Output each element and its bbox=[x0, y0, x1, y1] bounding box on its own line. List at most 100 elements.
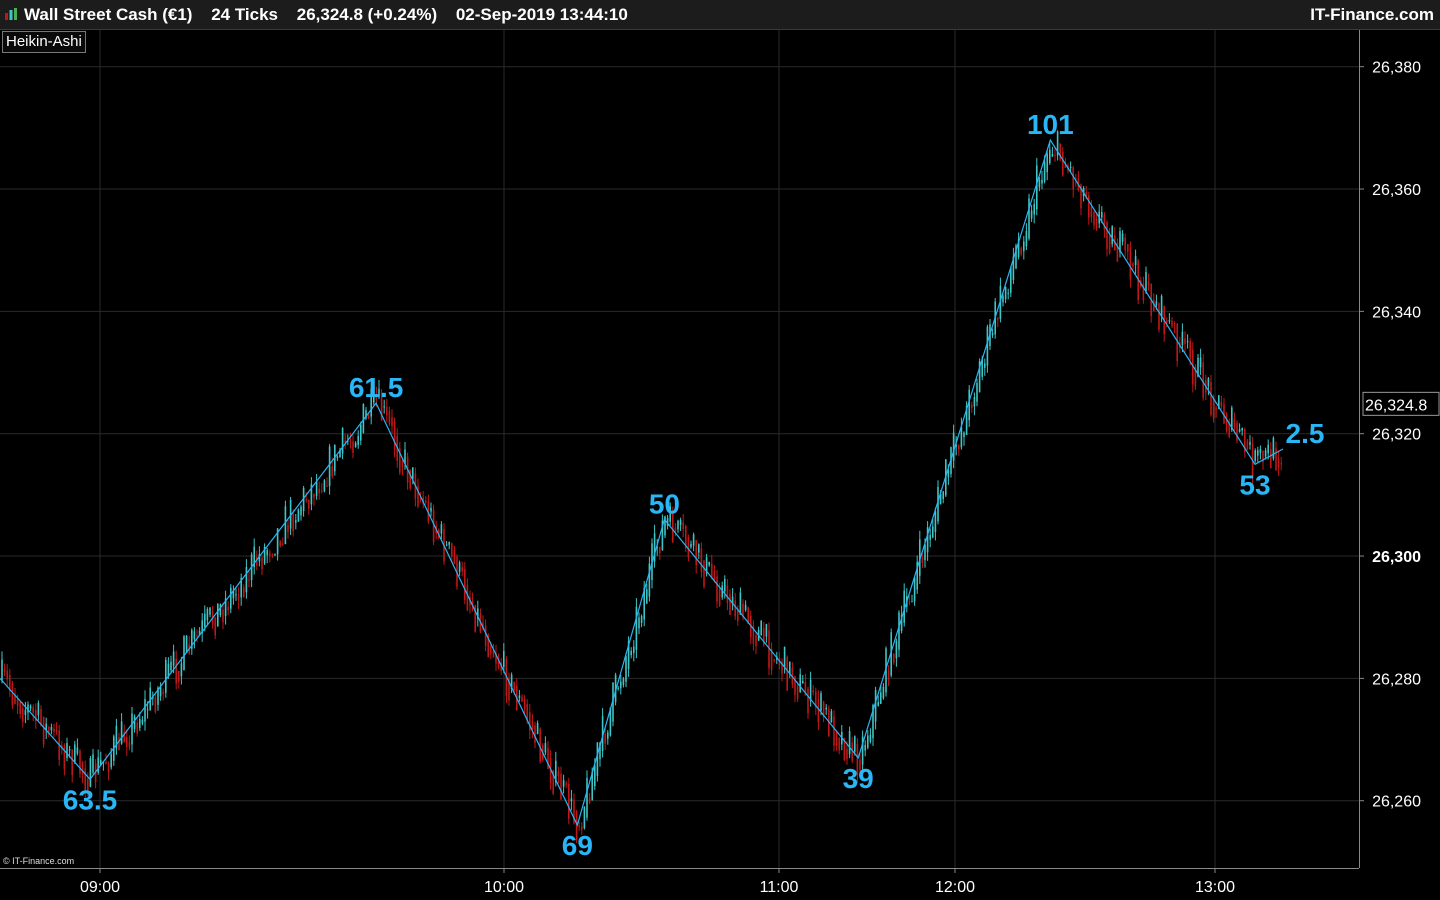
candle-body bbox=[937, 486, 939, 522]
candle-body bbox=[705, 557, 708, 574]
candle-body bbox=[464, 569, 466, 600]
candle-body bbox=[633, 646, 635, 653]
candle-body bbox=[614, 674, 617, 703]
candle-body bbox=[1116, 242, 1119, 262]
candle-body bbox=[282, 543, 284, 545]
candle-body bbox=[835, 731, 838, 746]
candle-body bbox=[180, 663, 183, 677]
candle-body bbox=[287, 525, 289, 533]
candle-body bbox=[365, 410, 367, 419]
candle-body bbox=[1218, 395, 1220, 409]
candle-body bbox=[864, 744, 866, 751]
candle-body bbox=[11, 683, 14, 706]
candle-body bbox=[357, 436, 359, 445]
candle-body bbox=[799, 674, 801, 693]
candle-body bbox=[640, 616, 643, 623]
candle-body bbox=[1030, 210, 1033, 219]
candle-body bbox=[305, 499, 307, 501]
candle-body bbox=[115, 725, 118, 749]
candle-body bbox=[1142, 283, 1145, 301]
candle-body bbox=[830, 711, 833, 723]
candle-body bbox=[731, 596, 734, 605]
candle-body bbox=[318, 488, 320, 494]
candle-body bbox=[14, 694, 16, 704]
candle-body bbox=[354, 442, 357, 448]
candle-body bbox=[570, 798, 573, 802]
candle-body bbox=[263, 546, 266, 564]
candle-body bbox=[555, 760, 557, 783]
candle-body bbox=[224, 598, 227, 616]
candle-body bbox=[35, 709, 37, 721]
candle-body bbox=[412, 467, 414, 480]
candle-body bbox=[867, 735, 869, 748]
candle-body bbox=[929, 535, 931, 540]
candle-body bbox=[1069, 166, 1072, 169]
candle-body bbox=[48, 727, 50, 734]
candle-body bbox=[71, 749, 73, 776]
candle-body bbox=[620, 681, 622, 689]
candle-body bbox=[474, 605, 476, 632]
candle-body bbox=[872, 704, 874, 739]
candle-body bbox=[141, 719, 144, 724]
candle-body bbox=[812, 690, 814, 693]
candle-body bbox=[248, 579, 250, 581]
candle-body bbox=[193, 631, 196, 640]
candle-body bbox=[968, 389, 970, 421]
candle-body bbox=[50, 726, 53, 731]
candle-body bbox=[521, 696, 523, 702]
candle-body bbox=[1264, 450, 1267, 457]
candle-body bbox=[1007, 292, 1009, 294]
candle-body bbox=[118, 737, 120, 751]
candle-body bbox=[341, 427, 344, 454]
candle-body bbox=[1121, 233, 1124, 242]
candle-body bbox=[986, 326, 989, 366]
candle-body bbox=[692, 534, 695, 546]
candle-body bbox=[466, 584, 469, 611]
candle-body bbox=[939, 494, 942, 505]
instrument-name: Wall Street Cash (€1) bbox=[24, 5, 193, 24]
candle-body bbox=[1023, 241, 1025, 252]
candle-body bbox=[677, 520, 679, 530]
candle-body bbox=[942, 491, 944, 500]
candle-body bbox=[144, 699, 146, 722]
candle-body bbox=[40, 709, 42, 725]
candle-body bbox=[53, 728, 55, 732]
candle-body bbox=[1176, 323, 1178, 362]
candle-body bbox=[214, 617, 216, 636]
candle-body bbox=[380, 393, 383, 421]
candle-body bbox=[336, 456, 339, 459]
title-bar: Wall Street Cash (€1) 24 Ticks 26,324.8 … bbox=[0, 0, 1440, 30]
candle-body bbox=[110, 754, 112, 768]
candle-body bbox=[755, 635, 757, 647]
candle-body bbox=[531, 721, 534, 730]
candle-body bbox=[55, 730, 58, 732]
candle-body bbox=[1223, 404, 1225, 424]
candle-body bbox=[523, 699, 526, 710]
candle-body bbox=[773, 659, 775, 661]
indicator-label[interactable]: Heikin-Ashi bbox=[2, 31, 86, 53]
candle-body bbox=[245, 567, 248, 593]
candle-body bbox=[269, 552, 271, 557]
candle-body bbox=[66, 743, 68, 758]
candle-body bbox=[1257, 450, 1259, 456]
candle-body bbox=[196, 635, 198, 637]
candle-body bbox=[539, 728, 541, 762]
candle-body bbox=[586, 777, 588, 818]
candle-body bbox=[781, 661, 783, 674]
zigzag-label: 63.5 bbox=[63, 784, 118, 815]
candle-body bbox=[547, 747, 549, 769]
candle-body bbox=[913, 577, 916, 602]
candle-body bbox=[926, 527, 929, 553]
candle-body bbox=[1272, 437, 1275, 459]
candle-body bbox=[227, 607, 229, 611]
zigzag-label: 50 bbox=[649, 488, 680, 519]
candle-body bbox=[737, 608, 739, 621]
candle-body bbox=[786, 657, 788, 691]
candle-body bbox=[401, 460, 404, 468]
candle-body bbox=[952, 432, 955, 461]
candle-body bbox=[1127, 244, 1129, 252]
candle-body bbox=[399, 448, 401, 473]
candle-body bbox=[9, 675, 11, 692]
price-axis-panel bbox=[1359, 30, 1440, 900]
